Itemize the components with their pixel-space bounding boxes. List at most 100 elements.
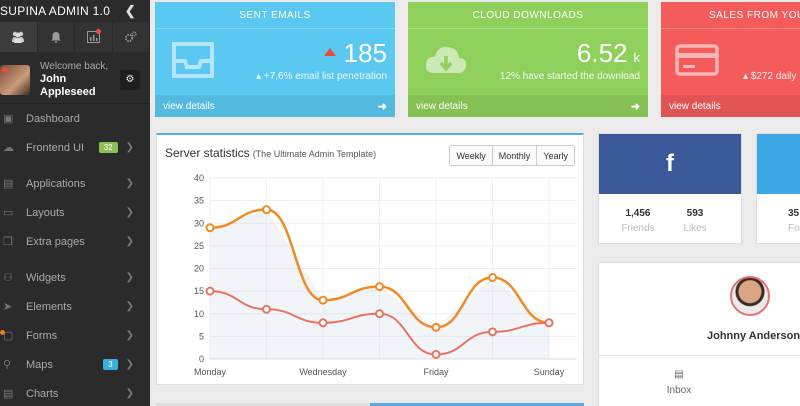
chevron-right-icon: ❯ [125, 142, 134, 153]
bar-chart-icon [86, 31, 100, 43]
view-details-link[interactable]: view details ➜ [155, 95, 395, 117]
sidebar-item-layouts[interactable]: ▭ Layouts ❯ [0, 198, 150, 227]
weekly-button[interactable]: Weekly [450, 146, 493, 165]
sidebar-item-charts[interactable]: ▤ Charts ❯ [0, 379, 150, 406]
elements-icon: ➤ [3, 301, 13, 313]
monthly-button[interactable]: Monthly [492, 146, 538, 165]
data-point [431, 322, 441, 332]
notification-dot [95, 29, 101, 34]
user-settings-button[interactable]: ⚙ [120, 69, 140, 90]
sidebar-item-label: Maps [26, 358, 53, 371]
profile-avatar[interactable] [730, 276, 770, 316]
welcome-text: Welcome back, [40, 61, 109, 72]
stats-tab[interactable] [75, 22, 113, 52]
pages-icon: ❐ [3, 236, 13, 248]
series-area [210, 209, 549, 359]
data-point [205, 286, 215, 296]
y-tick-label: 30 [194, 218, 204, 228]
sidebar-item-label: Widgets [26, 271, 66, 284]
user-name: John Appleseed [40, 73, 96, 98]
map-icon: ⚲ [3, 359, 12, 371]
sidebar: SUPINA ADMIN 1.0 ❮ Welcome back, John Ap… [0, 0, 150, 406]
divider [599, 355, 800, 356]
brand-bar: SUPINA ADMIN 1.0 ❮ [0, 0, 150, 22]
inbox-link[interactable]: ▤ Inbox [659, 367, 699, 399]
data-point [488, 273, 497, 283]
widgets-icon: ⚇ [3, 272, 13, 284]
nav-spacer [0, 162, 150, 169]
sidebar-item-label: Applications [26, 177, 86, 190]
arrow-right-icon: ➜ [377, 100, 387, 113]
gear-icon: ⚙ [125, 74, 135, 85]
sidebar-item-applications[interactable]: ▤ Applications ❯ [0, 169, 150, 198]
view-details-label: view details [669, 100, 721, 112]
view-details-link[interactable]: view details [661, 95, 800, 117]
chevron-right-icon: ❯ [125, 236, 134, 247]
settings-tab[interactable] [113, 22, 150, 52]
sidebar-item-elements[interactable]: ➤ Elements ❯ [0, 292, 150, 321]
profile-name: Johnny Anderson [707, 330, 800, 342]
bottom-panel-edge [156, 403, 584, 406]
cloud-downloads-card: CLOUD DOWNLOADS 6.52 k 12% have started t… [408, 2, 648, 117]
twitter-icon[interactable] [757, 134, 800, 194]
period-toggle: Weekly Monthly Yearly [449, 145, 575, 166]
count-badge: 32 [98, 142, 118, 153]
sidebar-item-forms[interactable]: ▢ Forms ❯ [0, 321, 150, 350]
profile-widget: Johnny Anderson ▤ Inbox [598, 262, 800, 406]
cloud-downloads-value: 6.52 [576, 38, 628, 68]
cloud-downloads-subtitle: 12% have started the download [499, 71, 640, 82]
yearly-button[interactable]: Yearly [537, 146, 574, 165]
panel-title: Server statistics (The Ultimate Admin Tem… [165, 146, 376, 160]
inbox-label: Inbox [666, 385, 692, 396]
sidebar-item-label: Charts [26, 387, 59, 400]
chevron-right-icon: ❯ [125, 388, 134, 399]
forms-icon: ▢ [3, 330, 14, 342]
count-badge: 3 [103, 359, 118, 370]
sidebar-item-label: Forms [26, 329, 58, 342]
sent-emails-subtitle: +7,6% email list penetration [263, 71, 387, 82]
monitor-icon: ▣ [3, 113, 14, 125]
credit-card-icon [675, 44, 719, 76]
followers-count: 35 [788, 208, 800, 219]
caret-up-icon: ▴ [256, 71, 264, 82]
friends-count: 1,456 [625, 208, 651, 219]
data-point [318, 295, 328, 305]
sales-card: SALES FROM YOUR ▴ $272 daily view detail… [661, 2, 800, 117]
likes-label: Likes [683, 223, 707, 234]
sidebar-item-dashboard[interactable]: ▣ Dashboard [0, 104, 150, 133]
view-details-link[interactable]: view details ➜ [408, 95, 648, 117]
data-point [205, 223, 215, 233]
chevron-right-icon: ❯ [125, 359, 134, 370]
y-tick-label: 0 [199, 354, 204, 364]
data-point [375, 282, 384, 292]
data-point [262, 205, 271, 215]
friends-label: Friends [621, 223, 655, 234]
sales-subtitle: $272 daily [750, 71, 797, 82]
sidebar-item-frontend-ui[interactable]: ☁ Frontend UI 32 ❯ [0, 133, 150, 162]
nav-spacer [0, 256, 150, 263]
bottom-panel-accent [370, 403, 584, 406]
server-statistics-panel: Server statistics (The Ultimate Admin Tem… [156, 133, 584, 385]
notifications-tab[interactable] [38, 22, 75, 52]
bell-icon [50, 32, 61, 43]
sent-emails-card: SENT EMAILS 185 ▴ +7,6% email list penet… [155, 2, 395, 117]
card-title: SENT EMAILS [155, 2, 395, 29]
panel-title-text: Server statistics [165, 146, 250, 160]
users-icon [12, 31, 25, 43]
chevron-left-icon[interactable]: ❮ [124, 3, 136, 18]
sidebar-item-label: Dashboard [26, 112, 80, 125]
view-details-label: view details [163, 100, 215, 112]
x-tick-label: Monday [194, 367, 227, 377]
sidebar-item-widgets[interactable]: ⚇ Widgets ❯ [0, 263, 150, 292]
facebook-icon[interactable]: f [599, 134, 741, 194]
sidebar-item-extra-pages[interactable]: ❐ Extra pages ❯ [0, 227, 150, 256]
sidebar-item-maps[interactable]: ⚲ Maps 3 ❯ [0, 350, 150, 379]
cloud-icon: ☁ [3, 142, 14, 154]
users-tab[interactable] [0, 22, 38, 52]
chevron-right-icon: ❯ [125, 272, 134, 283]
inbox-tray-icon [172, 42, 214, 78]
sidebar-item-label: Elements [26, 300, 72, 313]
server-statistics-chart: 0 5 10 15 20 25 30 35 40 Monday Wednesday Friday Sun… [194, 173, 577, 377]
data-point [431, 349, 441, 359]
avatar[interactable] [0, 64, 30, 95]
